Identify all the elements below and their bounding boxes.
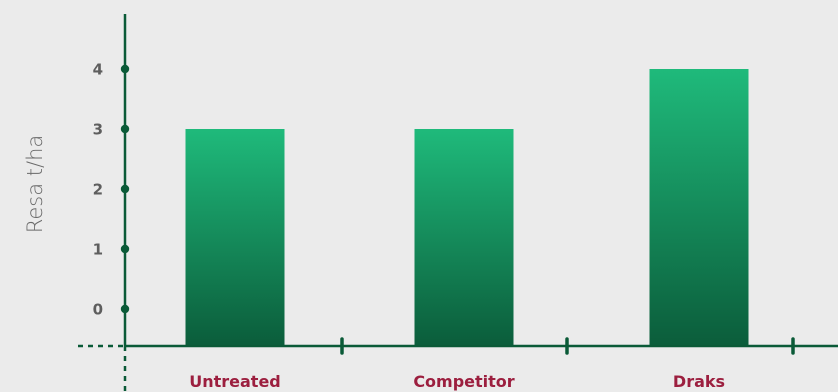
y-tick-dot-4 (120, 64, 130, 74)
bar-untreated (185, 129, 285, 345)
bar-draks (649, 69, 749, 345)
y-tick-dot-3 (120, 124, 130, 134)
category-label-untreated: Untreated (189, 372, 281, 391)
y-tick-dot-2 (120, 184, 130, 194)
category-labels: Untreated Competitor Draks (189, 372, 725, 391)
category-label-draks: Draks (673, 372, 725, 391)
y-axis-title: Resa t/ha (23, 135, 47, 234)
y-tick-dot-0 (120, 304, 130, 314)
y-tick-label-3: 3 (93, 121, 103, 139)
y-tick-label-2: 2 (93, 181, 103, 199)
y-tick-label-0: 0 (93, 301, 103, 319)
y-ticks: 0 1 2 3 4 (93, 61, 130, 319)
y-tick-dot-1 (120, 244, 130, 254)
y-tick-label-1: 1 (93, 241, 103, 259)
y-tick-label-4: 4 (93, 61, 103, 79)
x-ticks (340, 337, 795, 355)
bar-competitor (414, 129, 514, 345)
bars (185, 69, 749, 345)
category-label-competitor: Competitor (413, 372, 514, 391)
